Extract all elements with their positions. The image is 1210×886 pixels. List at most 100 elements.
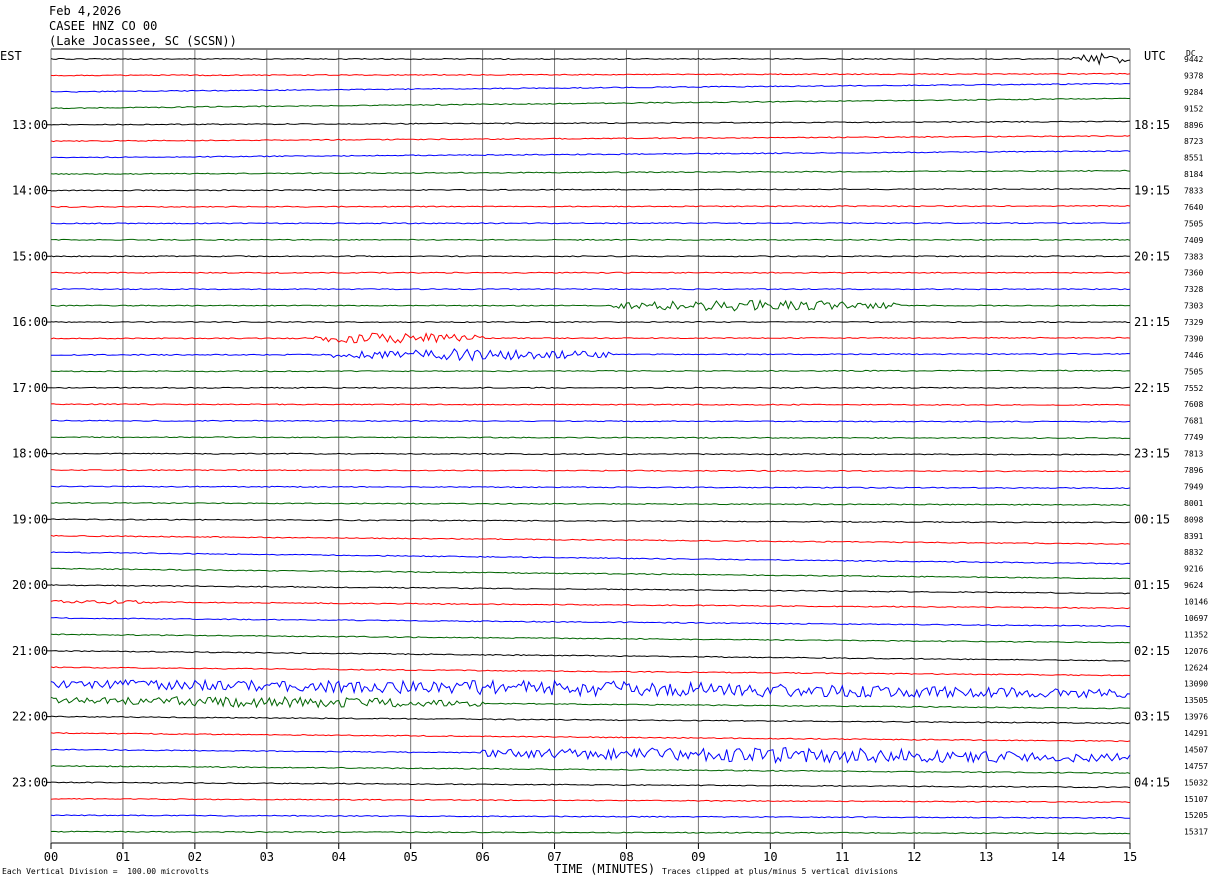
- dc-value: 15205: [1184, 811, 1208, 820]
- x-axis-label: TIME (MINUTES): [554, 862, 656, 876]
- dc-value: 7505: [1184, 219, 1203, 228]
- trace-16: [50, 320, 1130, 324]
- dc-value: 14507: [1184, 745, 1208, 754]
- x-tick-label: 11: [835, 850, 849, 864]
- dc-value: 15317: [1184, 828, 1208, 837]
- trace-43: [50, 764, 1131, 775]
- x-tick-label: 01: [116, 850, 130, 864]
- est-hour-label: 18:00: [12, 447, 48, 461]
- trace-37: [50, 666, 1131, 677]
- est-hour-label: 13:00: [12, 118, 48, 132]
- x-tick-label: 03: [260, 850, 274, 864]
- dc-value: 7608: [1184, 400, 1203, 409]
- trace-27: [50, 501, 1131, 506]
- x-tick-label: 09: [691, 850, 705, 864]
- dc-value: 7949: [1184, 482, 1203, 491]
- dc-value: 7552: [1184, 384, 1203, 393]
- dc-value: 14757: [1184, 762, 1208, 771]
- dc-value: 8098: [1184, 515, 1203, 524]
- x-tick-label: 05: [403, 850, 417, 864]
- trace-46: [50, 814, 1131, 819]
- trace-10: [50, 222, 1130, 225]
- dc-value: 7409: [1184, 236, 1203, 245]
- utc-hour-label: 19:15: [1134, 184, 1170, 198]
- dc-value: 7303: [1184, 302, 1203, 311]
- utc-hour-label: 00:15: [1134, 512, 1170, 526]
- dc-value: 7749: [1184, 433, 1203, 442]
- est-hour-label: 22:00: [12, 710, 48, 724]
- trace-19: [50, 369, 1131, 373]
- division-note: Each Vertical Division = 100.00 microvol…: [2, 867, 210, 876]
- header-station: CASEE HNZ CO 00: [49, 19, 158, 33]
- trace-15: [51, 299, 1130, 312]
- trace-42: [50, 746, 1131, 765]
- x-tick-label: 10: [763, 850, 777, 864]
- trace-29: [50, 534, 1131, 545]
- dc-value: 8832: [1184, 548, 1203, 557]
- x-tick-label: 08: [619, 850, 633, 864]
- dc-value: 15107: [1184, 795, 1208, 804]
- utc-hour-label: 23:15: [1134, 447, 1170, 461]
- trace-4: [50, 120, 1130, 126]
- dc-value: 9442: [1184, 55, 1203, 64]
- utc-hour-label: 22:15: [1134, 381, 1170, 395]
- trace-18: [51, 348, 1131, 362]
- dc-label: DC: [1186, 49, 1196, 58]
- utc-hour-label: 20:15: [1134, 249, 1170, 263]
- est-hour-label: 19:00: [12, 512, 48, 526]
- dc-value: 9378: [1184, 71, 1203, 80]
- trace-5: [50, 135, 1131, 143]
- dc-value: 10146: [1184, 598, 1208, 607]
- trace-30: [50, 551, 1131, 565]
- dc-value: 7446: [1184, 351, 1203, 360]
- dc-value: 9152: [1184, 104, 1203, 113]
- trace-33: [50, 599, 1131, 610]
- dc-value: 11352: [1184, 630, 1208, 639]
- est-hour-label: 23:00: [12, 775, 48, 789]
- trace-22: [50, 419, 1131, 423]
- utc-label: UTC: [1144, 49, 1166, 63]
- dc-value: 8001: [1184, 499, 1203, 508]
- trace-45: [50, 797, 1131, 804]
- x-tick-label: 14: [1051, 850, 1065, 864]
- trace-38: [50, 678, 1131, 699]
- est-hour-label: 15:00: [12, 249, 48, 263]
- dc-value: 7681: [1184, 417, 1203, 426]
- dc-value: 8723: [1184, 137, 1203, 146]
- utc-hour-label: 18:15: [1134, 118, 1170, 132]
- dc-value: 15032: [1184, 778, 1208, 787]
- dc-value: 7833: [1184, 187, 1203, 196]
- trace-1: [50, 72, 1131, 77]
- trace-41: [50, 732, 1131, 743]
- dc-value: 8391: [1184, 532, 1203, 541]
- dc-value: 7329: [1184, 318, 1203, 327]
- dc-value: 7328: [1184, 285, 1203, 294]
- trace-6: [50, 150, 1131, 159]
- trace-17: [50, 332, 1131, 344]
- x-tick-label: 13: [979, 850, 993, 864]
- trace-3: [51, 97, 1130, 110]
- trace-35: [50, 633, 1131, 644]
- trace-36: [50, 650, 1131, 662]
- header-date: Feb 4,2026: [49, 4, 122, 18]
- trace-9: [51, 204, 1131, 208]
- est-label: EST: [0, 49, 22, 63]
- utc-hour-label: 04:15: [1134, 775, 1170, 789]
- trace-14: [50, 288, 1131, 291]
- x-tick-label: 02: [188, 850, 202, 864]
- dc-value: 14291: [1184, 729, 1208, 738]
- dc-value: 8551: [1184, 154, 1203, 163]
- header-location: (Lake Jocassee, SC (SCSN)): [49, 34, 237, 48]
- trace-31: [50, 567, 1131, 580]
- dc-value: 7360: [1184, 269, 1203, 278]
- trace-0: [50, 52, 1131, 66]
- trace-23: [51, 436, 1130, 440]
- trace-34: [50, 616, 1131, 628]
- trace-44: [51, 781, 1131, 789]
- dc-value: 13505: [1184, 696, 1208, 705]
- dc-value: 7813: [1184, 450, 1203, 459]
- utc-hour-label: 21:15: [1134, 315, 1170, 329]
- trace-21: [50, 403, 1131, 406]
- clip-note: Traces clipped at plus/minus 5 vertical …: [662, 867, 899, 876]
